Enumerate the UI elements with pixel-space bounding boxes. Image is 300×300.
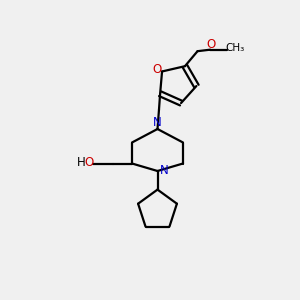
Text: N: N bbox=[153, 116, 162, 129]
Text: O: O bbox=[206, 38, 216, 51]
Text: O: O bbox=[152, 64, 161, 76]
Text: N: N bbox=[160, 164, 169, 178]
Text: H: H bbox=[77, 156, 86, 170]
Text: O: O bbox=[84, 156, 93, 170]
Text: CH₃: CH₃ bbox=[225, 43, 245, 53]
